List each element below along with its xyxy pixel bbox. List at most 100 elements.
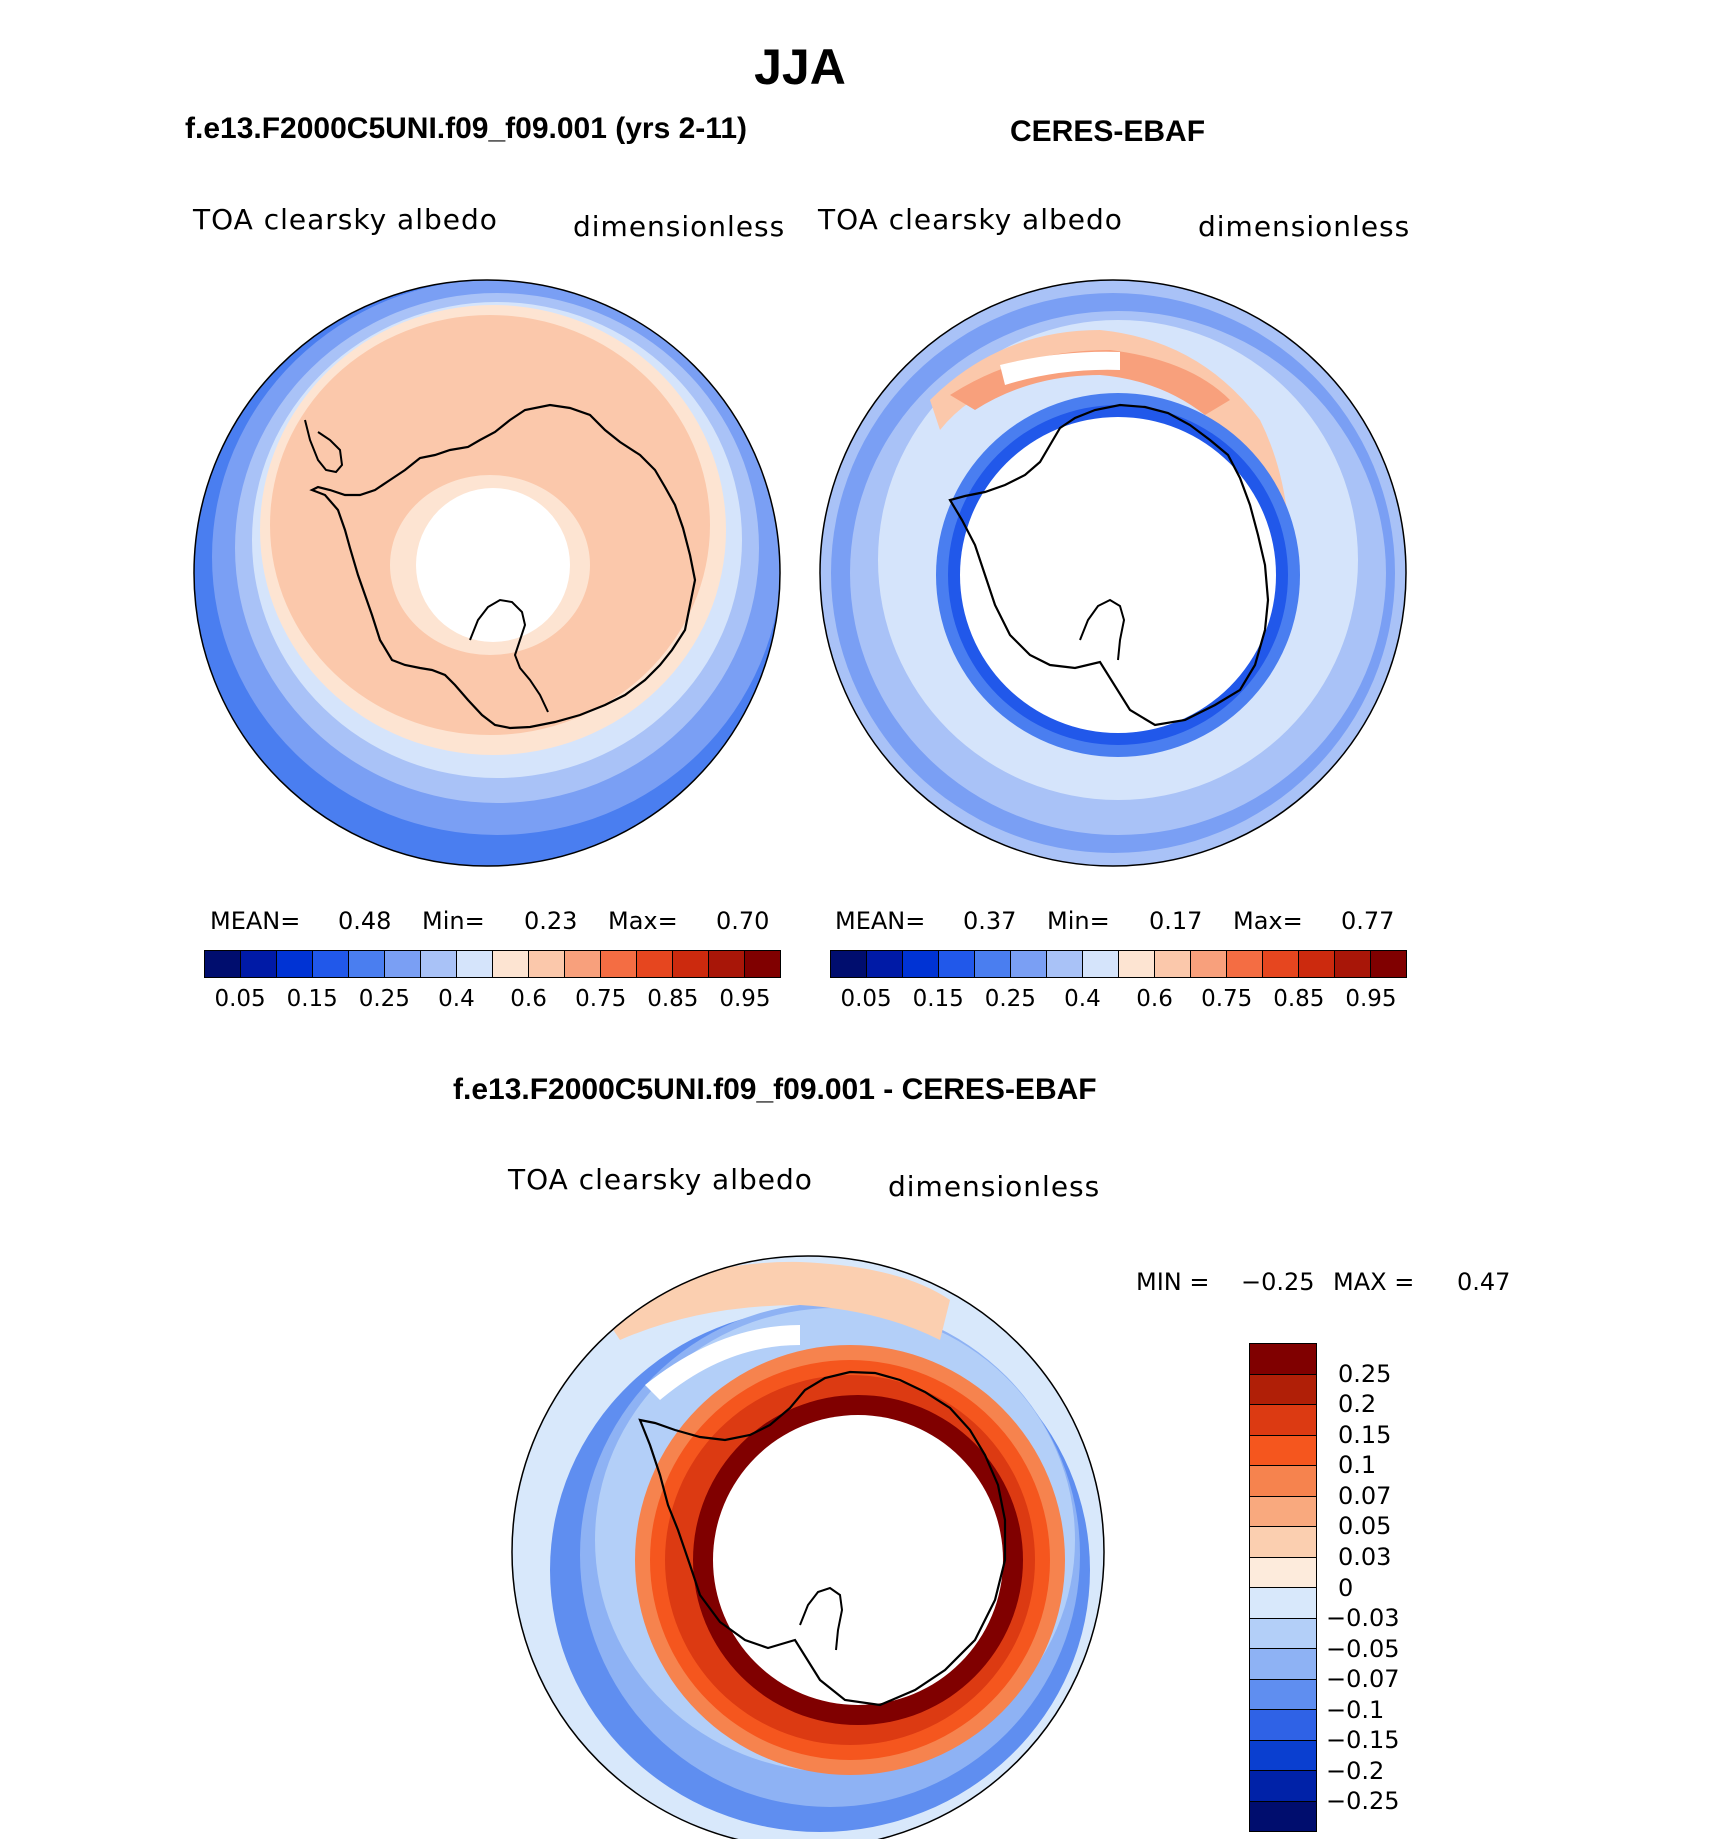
panel2-variable-label: TOA clearsky albedo (818, 203, 1123, 236)
colorbar-tick-label: −0.25 (1326, 1787, 1400, 1816)
colorbar-swatch (565, 951, 601, 977)
colorbar-tick-label: 0.85 (647, 986, 699, 1012)
panel2-field (820, 280, 1406, 866)
colorbar-tick-label: 0.75 (575, 986, 627, 1012)
colorbar-swatch (1191, 951, 1227, 977)
colorbar-tick-label: 0.03 (1338, 1542, 1392, 1571)
colorbar-swatch (1250, 1618, 1316, 1649)
colorbar-swatch (1250, 1710, 1316, 1741)
colorbar-tick-label: 0.15 (912, 986, 964, 1012)
panel1-mean-value: 0.48 (338, 907, 392, 935)
colorbar-tick-label: 0.15 (1338, 1420, 1392, 1449)
panel2-mean-value: 0.37 (963, 907, 1017, 935)
panel1-variable-label: TOA clearsky albedo (193, 203, 498, 236)
colorbar-swatch (1250, 1557, 1316, 1588)
colorbar-tick-label: 0.6 (510, 986, 547, 1012)
colorbar-swatch (601, 951, 637, 977)
colorbar-swatch (1250, 1649, 1316, 1680)
colorbar-tick-label: 0.25 (1338, 1359, 1392, 1388)
colorbar-tick-label: 0.07 (1338, 1481, 1392, 1510)
colorbar-swatch (709, 951, 745, 977)
colorbar-swatch (1371, 951, 1406, 977)
colorbar-swatch (1250, 1740, 1316, 1771)
difference-max-value: 0.47 (1457, 1268, 1511, 1296)
panel1-max-label: Max= (608, 907, 678, 935)
colorbar-swatch (1250, 1527, 1316, 1558)
colorbar-swatch (1250, 1344, 1316, 1375)
colorbar-tick-label: 0.2 (1338, 1390, 1377, 1419)
panel2-max-label: Max= (1233, 907, 1303, 935)
colorbar-swatch (1119, 951, 1155, 977)
colorbar-swatch (637, 951, 673, 977)
colorbar-swatch (1083, 951, 1119, 977)
page-title: JJA (754, 39, 846, 95)
colorbar-tick-label: 0.95 (719, 986, 771, 1012)
colorbar-swatch (903, 951, 939, 977)
colorbar-tick-label: 0.25 (358, 986, 410, 1012)
colorbar-tick-label: 0.4 (1064, 986, 1101, 1012)
panel1-mean-label: MEAN= (210, 907, 301, 935)
panel1-colorbar (204, 950, 781, 978)
colorbar-tick-label: 0.05 (214, 986, 266, 1012)
colorbar-swatch (1299, 951, 1335, 977)
colorbar-swatch (385, 951, 421, 977)
colorbar-swatch (1250, 1466, 1316, 1497)
colorbar-tick-label: −0.1 (1326, 1695, 1385, 1724)
colorbar-swatch (939, 951, 975, 977)
colorbar-swatch (529, 951, 565, 977)
colorbar-swatch (831, 951, 867, 977)
colorbar-swatch (1335, 951, 1371, 977)
panel1-min-label: Min= (422, 907, 485, 935)
panel2-units-label: dimensionless (1198, 210, 1411, 243)
difference-field (512, 1256, 1104, 1839)
colorbar-tick-label: 0.85 (1273, 986, 1325, 1012)
colorbar-tick-label: −0.05 (1326, 1634, 1400, 1663)
colorbar-tick-label: −0.2 (1326, 1756, 1385, 1785)
colorbar-swatch (241, 951, 277, 977)
panel1-max-value: 0.70 (716, 907, 770, 935)
colorbar-swatch (1011, 951, 1047, 977)
colorbar-swatch (1263, 951, 1299, 977)
difference-variable-label: TOA clearsky albedo (508, 1163, 813, 1196)
panel2-max-value: 0.77 (1341, 907, 1395, 935)
panel1-field (194, 280, 780, 866)
colorbar-swatch (745, 951, 780, 977)
colorbar-swatch (1250, 1496, 1316, 1527)
difference-colorbar (1249, 1343, 1317, 1832)
colorbar-swatch (421, 951, 457, 977)
colorbar-swatch (673, 951, 709, 977)
colorbar-swatch (867, 951, 903, 977)
panel2-min-label: Min= (1047, 907, 1110, 935)
colorbar-swatch (1250, 1771, 1316, 1802)
panel2-mean-label: MEAN= (835, 907, 926, 935)
colorbar-swatch (1250, 1679, 1316, 1710)
colorbar-swatch (1250, 1435, 1316, 1466)
colorbar-tick-label: 0.1 (1338, 1451, 1377, 1480)
colorbar-tick-label: 0.25 (984, 986, 1036, 1012)
colorbar-tick-label: 0.05 (1338, 1512, 1392, 1541)
panel2-min-value: 0.17 (1149, 907, 1203, 935)
colorbar-tick-label: 0.75 (1201, 986, 1253, 1012)
colorbar-tick-label: 0 (1338, 1573, 1354, 1602)
panel2-case-title: CERES-EBAF (1010, 115, 1206, 148)
difference-min-value: −0.25 (1241, 1268, 1315, 1296)
colorbar-tick-label: −0.07 (1326, 1665, 1400, 1694)
colorbar-tick-label: −0.03 (1326, 1604, 1400, 1633)
difference-coastline (638, 1370, 1007, 1707)
panel1-min-value: 0.23 (524, 907, 578, 935)
colorbar-swatch (457, 951, 493, 977)
colorbar-swatch (1250, 1374, 1316, 1405)
colorbar-swatch (1250, 1405, 1316, 1436)
colorbar-swatch (205, 951, 241, 977)
colorbar-swatch (1047, 951, 1083, 977)
panel1-units-label: dimensionless (573, 210, 786, 243)
panel1-coastline (309, 403, 697, 730)
colorbar-swatch (975, 951, 1011, 977)
colorbar-tick-label: −0.15 (1326, 1726, 1400, 1755)
colorbar-tick-label: 0.05 (840, 986, 892, 1012)
difference-units-label: dimensionless (888, 1170, 1101, 1203)
colorbar-swatch (1155, 951, 1191, 977)
difference-case-title: f.e13.F2000C5UNI.f09_f09.001 - CERES-EBA… (453, 1073, 1097, 1106)
colorbar-swatch (1250, 1801, 1316, 1831)
difference-min-label: MIN = (1136, 1268, 1210, 1296)
